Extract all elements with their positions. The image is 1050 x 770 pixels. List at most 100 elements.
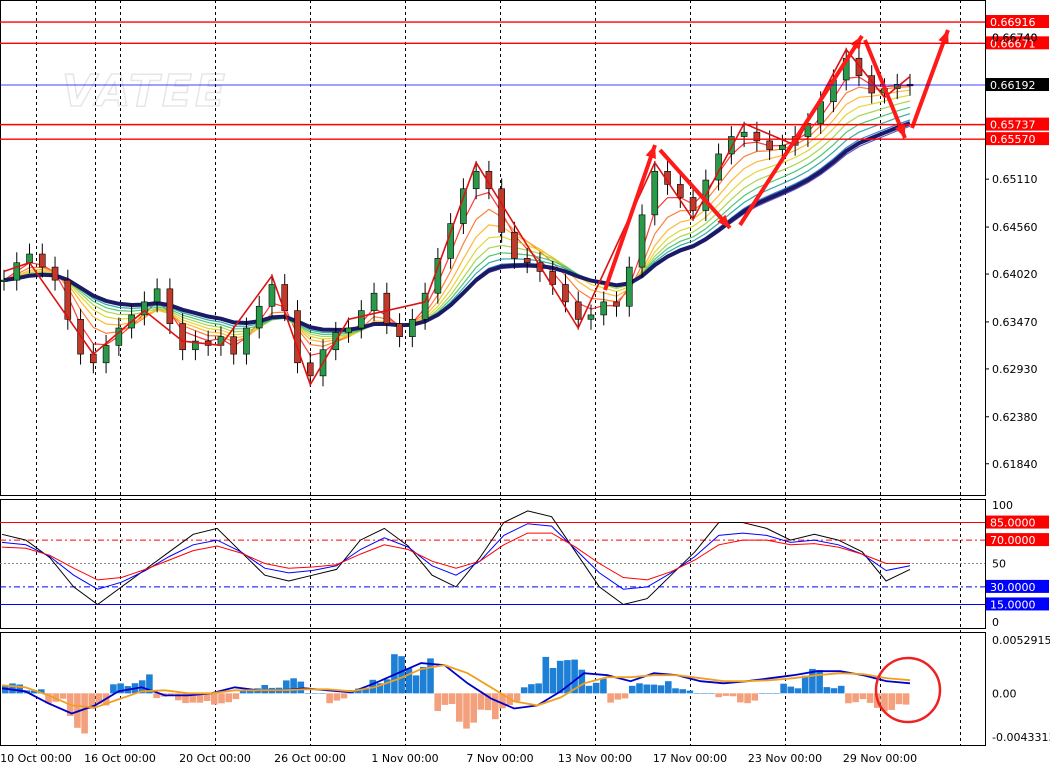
- macd-bar: [585, 685, 593, 694]
- candle: [345, 327, 352, 333]
- macd-bar: [304, 693, 312, 694]
- macd-bar: [780, 683, 787, 694]
- candle: [421, 292, 429, 320]
- macd-bar: [643, 684, 650, 694]
- macd-bar: [261, 685, 268, 694]
- macd-bar: [333, 693, 341, 701]
- trend-arrow-head: [645, 145, 656, 159]
- candle: [549, 271, 557, 285]
- macd-bar: [420, 666, 427, 694]
- stoch-y-tick-label: 0: [992, 616, 999, 629]
- macd-bar: [225, 693, 232, 703]
- macd-bar: [744, 693, 751, 704]
- macd-bar: [549, 668, 557, 694]
- candle: [294, 310, 301, 364]
- macd-bar: [665, 681, 672, 694]
- x-tick-label: 17 Nov 00:00: [653, 752, 727, 765]
- x-tick-label: 26 Oct 00:00: [274, 752, 346, 765]
- macd-bar: [88, 693, 96, 709]
- macd-bar: [196, 693, 204, 703]
- macd-bar: [448, 693, 456, 704]
- candle: [192, 340, 199, 351]
- candle: [90, 353, 97, 364]
- candle: [306, 362, 314, 377]
- macd-bar: [801, 675, 809, 694]
- stoch-level-tag: [986, 515, 1049, 529]
- candle: [779, 144, 786, 150]
- macd-bar: [888, 693, 895, 710]
- macd-bar: [895, 693, 903, 705]
- macd-bar: [830, 688, 838, 694]
- trend-arrow: [863, 39, 907, 139]
- macd-bar: [290, 678, 297, 694]
- candle: [102, 345, 110, 364]
- watermark-text: VATEE: [62, 66, 228, 117]
- macd-bar: [650, 684, 658, 694]
- trend-arrow-head: [717, 214, 730, 228]
- macd-bar: [881, 693, 888, 712]
- current-price-label: 0.66192: [990, 79, 1036, 92]
- macd-bar: [175, 693, 182, 701]
- rainbow-ma-line: [3, 106, 911, 336]
- macd-bar: [556, 660, 564, 694]
- candle: [447, 223, 454, 259]
- macd-bar: [902, 693, 910, 705]
- macd-bar: [607, 693, 614, 703]
- level-label: 0.65737: [990, 119, 1036, 132]
- macd-bar: [297, 681, 305, 694]
- macd-bar: [845, 693, 852, 704]
- candle: [689, 197, 697, 211]
- candle: [613, 301, 620, 307]
- y-tick-label: 0.64020: [992, 268, 1038, 281]
- macd-bar: [657, 685, 665, 694]
- y-tick-label: 0.63470: [992, 316, 1038, 329]
- macd-bar: [477, 693, 485, 710]
- candle: [255, 305, 263, 329]
- macd-bar: [311, 693, 319, 694]
- level-tag: [986, 15, 1049, 29]
- macd-bar: [564, 660, 571, 694]
- candle: [409, 318, 416, 338]
- x-tick-label: 20 Oct 00:00: [179, 752, 251, 765]
- macd-bar: [247, 689, 254, 694]
- stoch-level-tag: [986, 597, 1049, 611]
- candle: [677, 184, 684, 198]
- macd-bar: [816, 670, 823, 694]
- macd-bar: [852, 693, 859, 703]
- y-tick-label: 0.64560: [992, 221, 1038, 234]
- candle: [472, 171, 480, 190]
- macd-bar: [701, 693, 708, 694]
- x-tick-label: 10 Oct 00:00: [0, 752, 72, 765]
- macd-bar: [859, 693, 867, 700]
- macd-bar: [405, 668, 413, 694]
- macd-bar: [629, 685, 636, 694]
- level-label: 0.65570: [990, 133, 1036, 146]
- candle: [753, 131, 761, 142]
- macd-bar: [787, 686, 795, 694]
- candle: [740, 131, 748, 137]
- macd-bar: [434, 693, 441, 711]
- candle: [383, 292, 391, 324]
- candle: [26, 253, 33, 264]
- macd-bar: [45, 693, 52, 704]
- macd-bar: [383, 679, 391, 694]
- macd-bar: [153, 693, 160, 699]
- candle: [179, 323, 186, 351]
- level-tag: [986, 132, 1049, 146]
- level-tag: [986, 36, 1049, 50]
- macd-bar: [369, 679, 377, 694]
- candle: [51, 266, 59, 281]
- candle: [153, 288, 161, 303]
- candle: [855, 57, 863, 76]
- candle: [600, 301, 608, 316]
- stoch-line: [1, 510, 911, 606]
- candle: [766, 140, 773, 150]
- macd-bar: [499, 693, 506, 709]
- candle: [38, 253, 46, 268]
- candle: [460, 188, 467, 224]
- macd-bar: [866, 693, 874, 703]
- current-price-tag: [986, 78, 1049, 92]
- candle: [523, 258, 531, 264]
- y-tick-label: 0.62380: [992, 411, 1038, 424]
